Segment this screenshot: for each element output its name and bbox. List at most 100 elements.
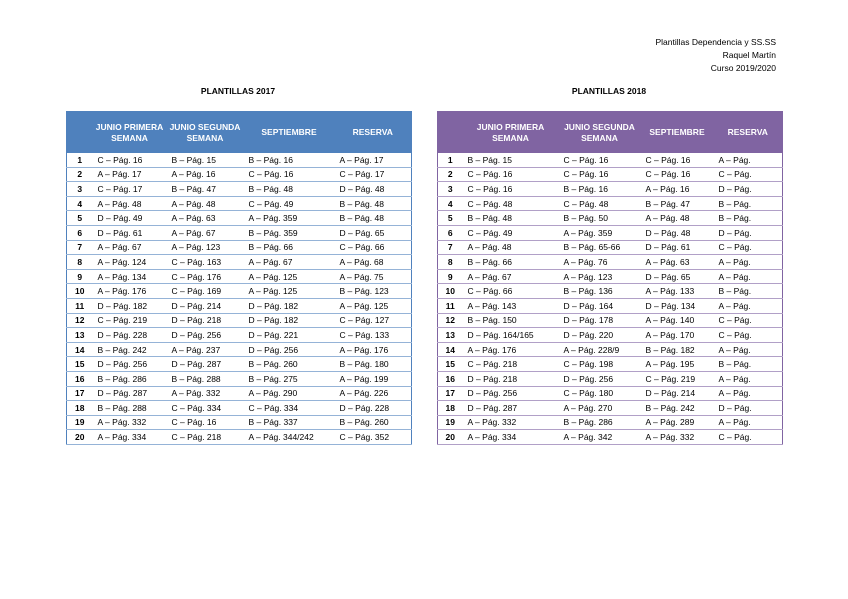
table: JUNIO PRIMERA SEMANA JUNIO SEGUNDA SEMANA… bbox=[437, 111, 783, 445]
cell: C – Pág. 163 bbox=[166, 254, 244, 270]
row-number: 10 bbox=[437, 283, 463, 299]
cell: D – Pág. 65 bbox=[640, 269, 714, 285]
row-number: 15 bbox=[437, 356, 463, 372]
cell: A – Pág. 342 bbox=[558, 429, 641, 445]
cell: A – Pág. bbox=[713, 386, 783, 402]
cell: B – Pág. 337 bbox=[243, 415, 335, 431]
table-row: 13 D – Pág. 164/165 D – Pág. 220 A – Pág. 1… bbox=[437, 327, 783, 343]
row-number: 4 bbox=[437, 196, 463, 212]
cell: A – Pág. 170 bbox=[640, 327, 714, 343]
cell: A – Pág. 16 bbox=[166, 167, 244, 183]
header-row: JUNIO PRIMERA SEMANA JUNIO SEGUNDA SEMANA… bbox=[66, 111, 412, 153]
cell: C – Pág. 49 bbox=[462, 225, 559, 241]
cell: A – Pág. 176 bbox=[92, 283, 167, 299]
table-row: 15 D – Pág. 256 D – Pág. 287 B – Pág. 260 B … bbox=[66, 356, 412, 372]
table-row: 11 A – Pág. 143 D – Pág. 164 D – Pág. 134 A … bbox=[437, 298, 783, 314]
cell: D – Pág. 164 bbox=[558, 298, 641, 314]
cell: D – Pág. bbox=[713, 400, 783, 416]
cell: C – Pág. 133 bbox=[334, 327, 412, 343]
table-row: 10 A – Pág. 176 C – Pág. 169 A – Pág. 125 B … bbox=[66, 283, 412, 299]
cell: C – Pág. 352 bbox=[334, 429, 412, 445]
cell: B – Pág. 286 bbox=[92, 371, 167, 387]
row-number: 1 bbox=[66, 153, 93, 168]
cell: A – Pág. bbox=[713, 269, 783, 285]
cell: D – Pág. 164/165 bbox=[462, 327, 559, 343]
cell: C – Pág. 17 bbox=[334, 167, 412, 183]
cell: C – Pág. 219 bbox=[640, 371, 714, 387]
cell: D – Pág. 214 bbox=[640, 386, 714, 402]
table-row: 11 D – Pág. 182 D – Pág. 214 D – Pág. 182 A … bbox=[66, 298, 412, 314]
cell: A – Pág. 359 bbox=[558, 225, 641, 241]
cell: D – Pág. 48 bbox=[334, 181, 412, 197]
cell: C – Pág. 218 bbox=[166, 429, 244, 445]
cell: B – Pág. 260 bbox=[334, 415, 412, 431]
cell: A – Pág. bbox=[713, 342, 783, 358]
cell: B – Pág. 65-66 bbox=[558, 240, 641, 256]
cell: C – Pág. bbox=[713, 240, 783, 256]
cell: B – Pág. bbox=[713, 283, 783, 299]
cell: A – Pág. 237 bbox=[166, 342, 244, 358]
cell: C – Pág. 16 bbox=[462, 181, 559, 197]
cell: A – Pág. 270 bbox=[558, 400, 641, 416]
cell: A – Pág. bbox=[713, 371, 783, 387]
table-row: 20 A – Pág. 334 C – Pág. 218 A – Pág. 344/2… bbox=[66, 429, 412, 445]
page-header: Plantillas Dependencia y SS.SS Raquel Ma… bbox=[656, 36, 777, 75]
cell: B – Pág. 47 bbox=[640, 196, 714, 212]
cell: A – Pág. 68 bbox=[334, 254, 412, 270]
table-row: 19 A – Pág. 332 B – Pág. 286 A – Pág. 289 A … bbox=[437, 415, 783, 431]
cell: A – Pág. 228/9 bbox=[558, 342, 641, 358]
cell: D – Pág. 256 bbox=[462, 386, 559, 402]
cell: A – Pág. 17 bbox=[334, 153, 412, 168]
cell: D – Pág. 61 bbox=[92, 225, 167, 241]
cell: B – Pág. 66 bbox=[462, 254, 559, 270]
cell: A – Pág. 48 bbox=[166, 196, 244, 212]
cell: C – Pág. 127 bbox=[334, 313, 412, 329]
cell: C – Pág. bbox=[713, 167, 783, 183]
cell: D – Pág. 256 bbox=[558, 371, 641, 387]
header-line: Curso 2019/2020 bbox=[710, 63, 776, 73]
table-head: JUNIO PRIMERA SEMANA JUNIO SEGUNDA SEMANA… bbox=[66, 111, 412, 153]
cell: C – Pág. bbox=[713, 429, 783, 445]
cell: B – Pág. 47 bbox=[166, 181, 244, 197]
cell: B – Pág. 242 bbox=[640, 400, 714, 416]
cell: B – Pág. 150 bbox=[462, 313, 559, 329]
cell: B – Pág. 286 bbox=[558, 415, 641, 431]
cell: B – Pág. 242 bbox=[92, 342, 167, 358]
cell: B – Pág. 48 bbox=[334, 196, 412, 212]
cell: C – Pág. 16 bbox=[166, 415, 244, 431]
table-row: 15 C – Pág. 218 C – Pág. 198 A – Pág. 195 B … bbox=[437, 356, 783, 372]
cell: D – Pág. 178 bbox=[558, 313, 641, 329]
cell: A – Pág. 140 bbox=[640, 313, 714, 329]
row-number: 3 bbox=[437, 181, 463, 197]
cell: D – Pág. 182 bbox=[243, 313, 335, 329]
cell: B – Pág. 16 bbox=[558, 181, 641, 197]
cell: B – Pág. 16 bbox=[243, 153, 335, 168]
cell: D – Pág. 256 bbox=[243, 342, 335, 358]
row-number: 14 bbox=[66, 342, 93, 358]
row-number: 18 bbox=[437, 400, 463, 416]
row-number: 3 bbox=[66, 181, 93, 197]
cell: A – Pág. 133 bbox=[640, 283, 714, 299]
cell: A – Pág. 334 bbox=[462, 429, 559, 445]
row-number: 13 bbox=[66, 327, 93, 343]
cell: A – Pág. 134 bbox=[92, 269, 167, 285]
header-row: JUNIO PRIMERA SEMANA JUNIO SEGUNDA SEMANA… bbox=[437, 111, 783, 153]
row-number: 2 bbox=[66, 167, 93, 183]
cell: A – Pág. 67 bbox=[166, 225, 244, 241]
row-number: 9 bbox=[437, 269, 463, 285]
table-title: PLANTILLAS 2018 bbox=[571, 86, 647, 96]
cell: B – Pág. 50 bbox=[558, 210, 641, 226]
cell: C – Pág. bbox=[713, 327, 783, 343]
cell: C – Pág. bbox=[713, 313, 783, 329]
header-cell bbox=[437, 111, 463, 153]
cell: D – Pág. bbox=[713, 225, 783, 241]
row-number: 7 bbox=[437, 240, 463, 256]
cell: B – Pág. 288 bbox=[166, 371, 244, 387]
